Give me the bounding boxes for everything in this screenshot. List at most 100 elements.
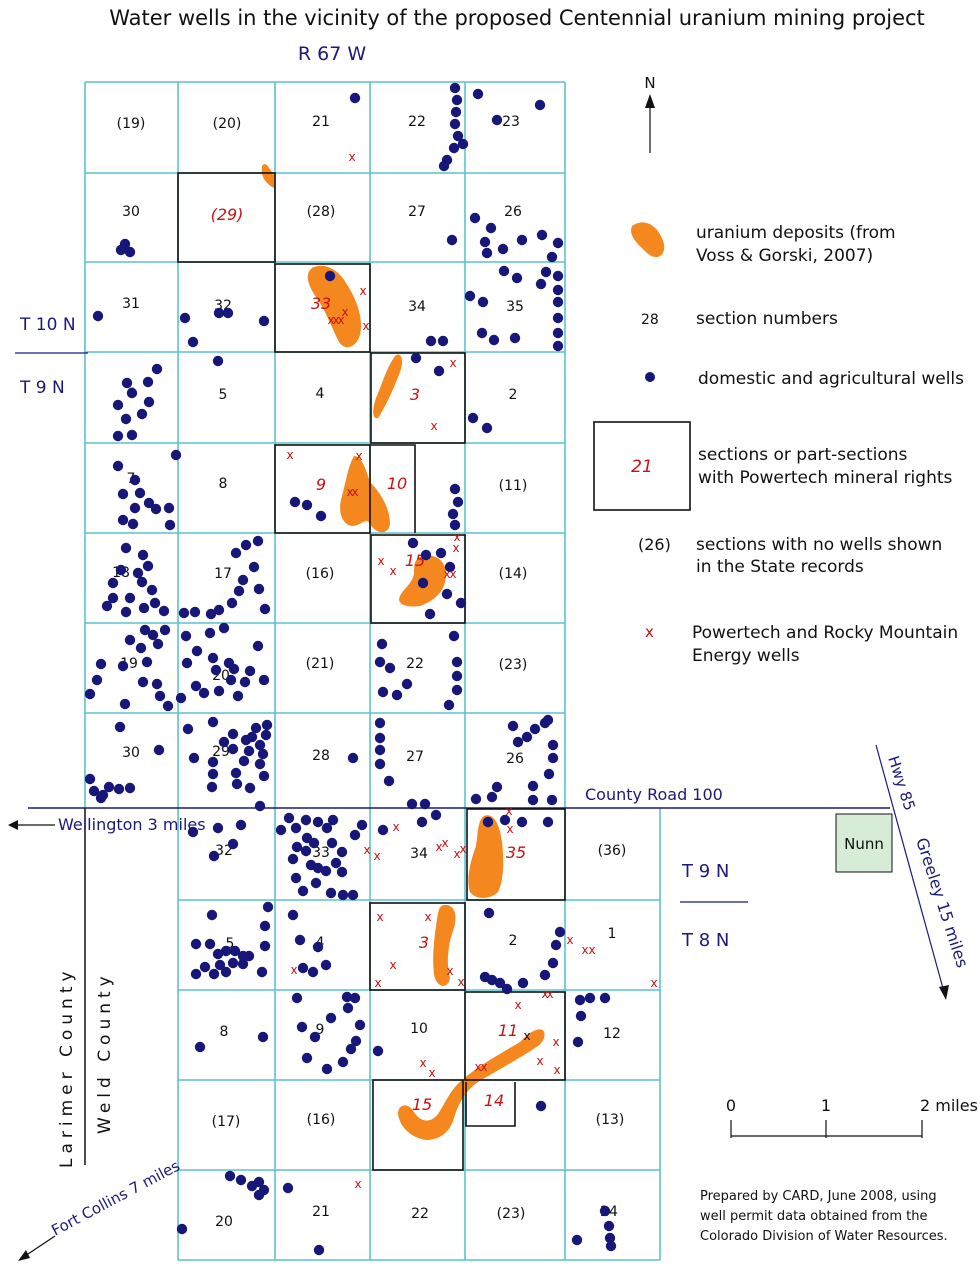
- well-dot: [151, 363, 163, 375]
- rme-well-mark: x: [452, 541, 459, 555]
- well-dot: [117, 488, 129, 500]
- well-dot: [208, 968, 220, 980]
- fort-collins-label: Fort Collins 7 miles: [48, 1157, 183, 1240]
- well-dot: [540, 266, 552, 278]
- well-dot: [220, 966, 232, 978]
- well-dot: [259, 603, 271, 615]
- well-dot: [210, 664, 222, 676]
- well-dot: [374, 758, 386, 770]
- well-dot: [187, 826, 199, 838]
- well-dot: [121, 377, 133, 389]
- well-dot: [232, 690, 244, 702]
- well-dot: [142, 560, 154, 572]
- well-dot: [539, 969, 551, 981]
- well-dot: [320, 865, 332, 877]
- well-dot: [151, 678, 163, 690]
- well-dot: [222, 307, 234, 319]
- section-label: 2: [509, 387, 518, 403]
- well-dot: [441, 588, 453, 600]
- section-label: 35: [506, 299, 524, 315]
- well-dot: [227, 838, 239, 850]
- well-dot: [163, 502, 175, 514]
- well-dot: [374, 744, 386, 756]
- well-dot: [204, 938, 216, 950]
- well-dot: [536, 229, 548, 241]
- well-dot: [230, 547, 242, 559]
- well-dot: [449, 118, 461, 130]
- well-dot: [372, 1045, 384, 1057]
- well-dot: [227, 728, 239, 740]
- section-label: (19): [117, 116, 146, 132]
- deposit-9-10: [340, 456, 390, 533]
- well-dot: [417, 577, 429, 589]
- well-dot: [227, 957, 239, 969]
- rme-well-mark: x: [363, 843, 370, 857]
- well-dot: [546, 794, 558, 806]
- well-dot: [117, 660, 129, 672]
- rme-well-mark: x: [348, 150, 355, 164]
- well-dot: [226, 597, 238, 609]
- wells-layer: [84, 82, 617, 1256]
- rme-well-mark: x: [362, 319, 369, 333]
- rme-well-mark: x: [443, 567, 450, 581]
- well-dot: [477, 296, 489, 308]
- well-dot: [437, 335, 449, 347]
- rme-well-mark: x: [446, 964, 453, 978]
- well-dot: [337, 1056, 349, 1068]
- well-dot: [391, 689, 403, 701]
- well-dot: [347, 889, 359, 901]
- well-dot: [479, 236, 491, 248]
- well-dot: [136, 576, 148, 588]
- well-dot: [253, 583, 265, 595]
- section-label: (36): [598, 843, 627, 859]
- map-title: Water wells in the vicinity of the propo…: [109, 6, 925, 30]
- section-label: (23): [497, 1206, 526, 1222]
- rme-well-mark: x: [449, 356, 456, 370]
- well-dot: [143, 396, 155, 408]
- well-dot: [575, 1010, 587, 1022]
- rme-well-mark: x: [392, 820, 399, 834]
- rme-well-mark: x: [327, 313, 334, 327]
- well-dot: [235, 819, 247, 831]
- well-dot: [218, 736, 230, 748]
- well-dot: [469, 212, 481, 224]
- section-label: 34: [408, 299, 426, 315]
- well-dot: [126, 387, 138, 399]
- well-dot: [107, 577, 119, 589]
- well-dot: [455, 597, 467, 609]
- well-dot: [212, 948, 224, 960]
- well-dot: [91, 674, 103, 686]
- well-dot: [152, 638, 164, 650]
- well-dot: [205, 608, 217, 620]
- well-dot: [384, 662, 396, 674]
- weld-county-label: Weld County: [95, 971, 115, 1134]
- section-label: 17: [214, 566, 232, 582]
- well-dot: [141, 656, 153, 668]
- rme-well-mark: x: [374, 976, 381, 990]
- well-dot: [137, 676, 149, 688]
- well-dot: [212, 355, 224, 367]
- well-dot: [499, 814, 511, 826]
- well-dot: [547, 957, 559, 969]
- well-dot: [252, 535, 264, 547]
- well-dot: [350, 1035, 362, 1047]
- range-label: R 67 W: [298, 43, 366, 65]
- well-dot: [494, 977, 506, 989]
- deposit-33: [307, 265, 362, 348]
- well-dot: [516, 234, 528, 246]
- rme-well-mark: x: [389, 564, 396, 578]
- well-dot: [243, 950, 255, 962]
- well-dot: [188, 752, 200, 764]
- wellington-arrow: [8, 820, 55, 830]
- well-dot: [376, 638, 388, 650]
- section-label: 10: [387, 474, 407, 493]
- section-label: (29): [211, 205, 244, 224]
- well-dot: [546, 251, 558, 263]
- well-dot: [214, 959, 226, 971]
- well-dot: [313, 1244, 325, 1256]
- nunn-label: Nunn: [844, 835, 884, 853]
- well-dot: [534, 99, 546, 111]
- well-dot: [377, 686, 389, 698]
- legend: uranium deposits (from Voss & Gorski, 20…: [593, 222, 964, 666]
- well-dot: [220, 945, 232, 957]
